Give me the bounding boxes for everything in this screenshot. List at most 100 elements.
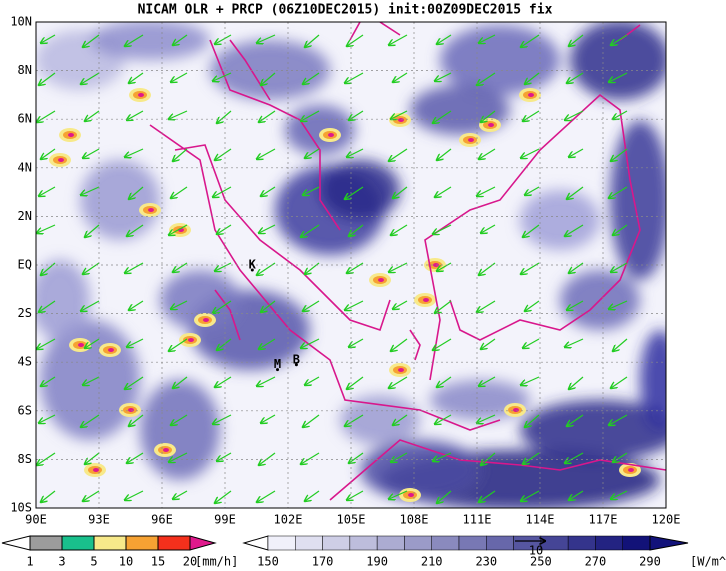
- lon-label: 120E: [652, 513, 681, 527]
- wind-arrow: [171, 300, 188, 309]
- lon-label: 114E: [526, 513, 555, 527]
- wind-arrow: [261, 300, 276, 312]
- wind-arrow: [481, 452, 496, 465]
- olr-tick-label: 170: [312, 555, 334, 569]
- wind-arrow: [171, 186, 188, 198]
- wind-arrow: [41, 148, 56, 159]
- wind-arrow: [217, 224, 232, 234]
- lat-label: 2S: [18, 306, 32, 320]
- cloud: [140, 380, 220, 480]
- wind-arrow: [171, 414, 188, 425]
- wind-arrow: [39, 300, 56, 312]
- rain-cell: [108, 348, 114, 352]
- wind-arrow: [173, 148, 188, 161]
- wind-arrow: [569, 262, 584, 273]
- wind-arrow: [305, 490, 320, 501]
- cloud: [340, 395, 420, 445]
- olr-bar-seg: [567, 535, 596, 551]
- wind-arrow: [217, 110, 232, 123]
- lat-label: 6S: [18, 403, 32, 417]
- wind-arrow: [37, 110, 56, 122]
- olr-bar-seg: [349, 535, 378, 551]
- wind-arrow: [125, 490, 144, 500]
- olr-tick-label: 230: [475, 555, 497, 569]
- lat-label: 4N: [18, 160, 32, 174]
- prcp-bar-high: [189, 535, 217, 551]
- wind-arrow: [611, 148, 628, 161]
- rain-cell: [78, 343, 84, 347]
- place-dot: [294, 363, 298, 367]
- lat-label: 2N: [18, 209, 32, 223]
- wind-arrow: [169, 452, 188, 462]
- cloud: [570, 22, 666, 100]
- wind-arrow: [81, 300, 100, 311]
- wind-arrow: [523, 224, 540, 237]
- wind-arrow: [435, 414, 452, 424]
- wind-arrow: [523, 338, 540, 348]
- lat-label: 10S: [10, 501, 32, 515]
- rain-cell: [398, 118, 404, 122]
- cloud: [36, 260, 90, 340]
- wind-arrow: [477, 72, 496, 85]
- wind-arrow: [261, 186, 276, 196]
- wind-arrow: [435, 186, 452, 197]
- wind-arrow: [609, 414, 628, 425]
- wind-arrow: [257, 376, 276, 386]
- wind-arrow: [569, 148, 584, 157]
- wind-arrow: [389, 148, 408, 161]
- prcp-bar-seg: [157, 535, 191, 551]
- wind-arrow: [301, 110, 320, 121]
- wind-arrow: [393, 414, 408, 425]
- wind-arrow: [437, 376, 452, 387]
- wind-arrow: [613, 110, 628, 119]
- wind-arrow: [83, 490, 100, 501]
- wind-arrow: [479, 376, 496, 386]
- olr-tick-label: 270: [585, 555, 607, 569]
- wind-arrow: [301, 338, 320, 348]
- olr-bar-seg: [595, 535, 623, 551]
- olr-bar-low: [242, 535, 269, 551]
- wind-arrow: [389, 490, 408, 499]
- place-dot: [250, 268, 254, 272]
- wind-arrow: [611, 34, 628, 45]
- cloud: [285, 105, 355, 155]
- wind-arrow: [477, 414, 496, 423]
- lon-label: 117E: [589, 513, 618, 527]
- wind-arrow: [389, 34, 408, 45]
- wind-arrow: [81, 72, 100, 84]
- wind-arrow: [437, 490, 452, 503]
- olr-bar-seg: [458, 535, 487, 551]
- wind-arrow: [523, 452, 540, 464]
- prcp-tick-label: 15: [151, 555, 165, 569]
- wind-arrow: [215, 376, 232, 387]
- olr-tick-label: 290: [639, 555, 661, 569]
- wind-arrow: [567, 300, 584, 310]
- wind-arrow: [259, 110, 276, 122]
- wind-arrow: [393, 72, 408, 82]
- wind-arrow: [391, 452, 408, 462]
- wind-arrow: [127, 452, 144, 463]
- cloud: [610, 120, 666, 280]
- wind-arrow: [169, 338, 188, 351]
- place-label: K: [249, 258, 257, 272]
- wind-arrow: [215, 34, 232, 44]
- wind-arrow: [301, 224, 320, 237]
- place-label: B: [293, 352, 300, 366]
- wind-arrow: [433, 338, 452, 350]
- prcp-tick-label: 10: [119, 555, 133, 569]
- wind-arrow: [305, 148, 320, 158]
- wind-arrow: [305, 34, 320, 47]
- wind-arrow: [125, 34, 144, 46]
- wind-arrow: [213, 72, 232, 81]
- wind-arrow: [37, 452, 56, 465]
- rain-cell: [58, 158, 64, 162]
- lat-label: 8S: [18, 452, 32, 466]
- wind-arrow: [259, 224, 276, 233]
- wind-arrow: [567, 414, 584, 426]
- prcp-bar-seg: [93, 535, 127, 551]
- wind-arrow: [565, 338, 584, 347]
- wind-arrow: [39, 186, 56, 196]
- lat-label: 8N: [18, 63, 32, 77]
- wind-arrow: [349, 338, 364, 347]
